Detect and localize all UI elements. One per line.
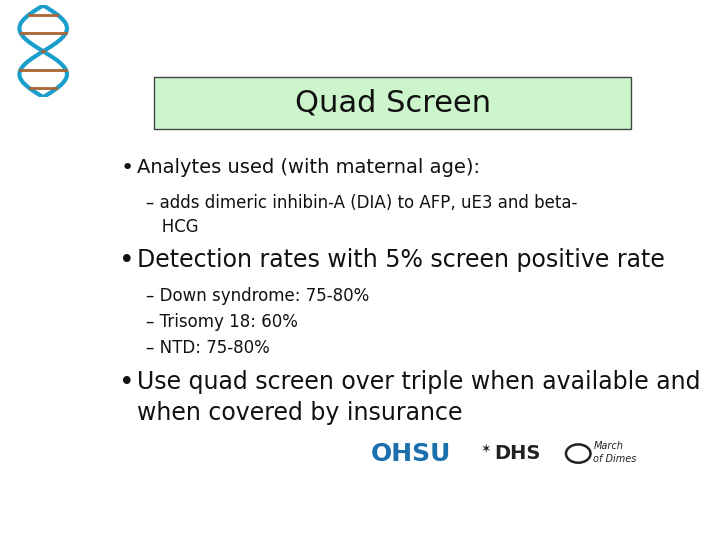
Text: Quad Screen: Quad Screen	[294, 89, 491, 118]
FancyBboxPatch shape	[154, 77, 631, 129]
Text: when covered by insurance: when covered by insurance	[138, 401, 463, 425]
Text: •: •	[119, 370, 135, 396]
Text: – adds dimeric inhibin-A (DIA) to AFP, uE3 and beta-: – adds dimeric inhibin-A (DIA) to AFP, u…	[145, 194, 577, 212]
Text: Detection rates with 5% screen positive rate: Detection rates with 5% screen positive …	[138, 248, 665, 272]
Text: DHS: DHS	[495, 444, 541, 463]
Text: •: •	[121, 158, 134, 178]
Text: – NTD: 75-80%: – NTD: 75-80%	[145, 339, 269, 357]
Text: – Trisomy 18: 60%: – Trisomy 18: 60%	[145, 313, 297, 331]
Text: ✶: ✶	[481, 443, 492, 456]
Text: HCG: HCG	[145, 218, 199, 236]
Text: OHSU: OHSU	[371, 442, 451, 465]
Text: •: •	[119, 248, 135, 274]
Text: Use quad screen over triple when available and: Use quad screen over triple when availab…	[138, 370, 701, 394]
Text: March
of Dimes: March of Dimes	[593, 441, 636, 463]
Text: – Down syndrome: 75-80%: – Down syndrome: 75-80%	[145, 287, 369, 305]
Text: Analytes used (with maternal age):: Analytes used (with maternal age):	[138, 158, 480, 177]
